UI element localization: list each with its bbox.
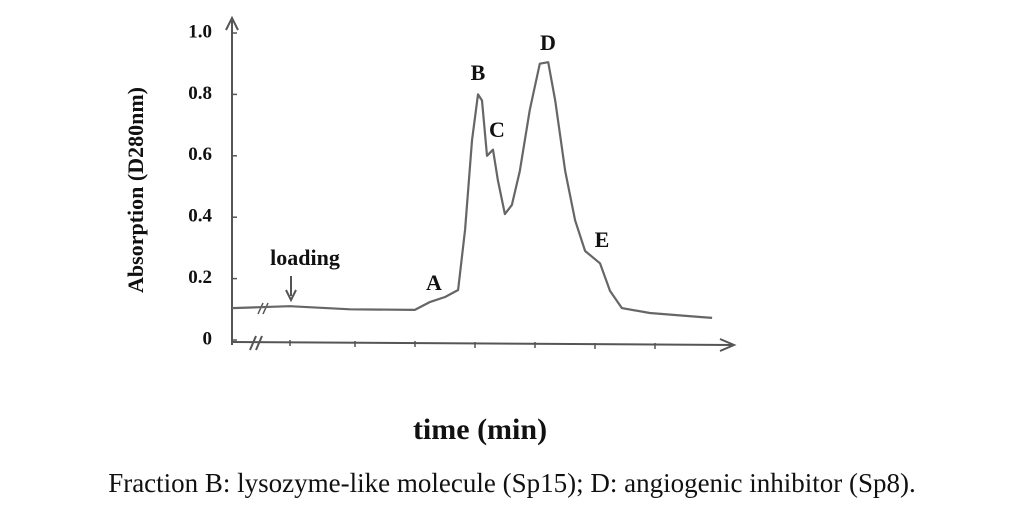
y-axis-arrow: [225, 15, 239, 31]
annotation: D: [540, 30, 556, 55]
axis-break: [249, 335, 263, 351]
y-tick-label: 0.2: [188, 267, 212, 288]
annotation: A: [426, 270, 442, 295]
annotation: loading: [270, 245, 340, 270]
annotation: B: [471, 60, 486, 85]
annotation: C: [489, 117, 505, 142]
x-axis: [231, 341, 733, 346]
y-axis-label: Absorption (D280nm): [123, 87, 148, 293]
data-line: [231, 61, 713, 319]
x-axis-arrow: [719, 338, 737, 352]
y-tick-label: 0: [203, 328, 213, 349]
caption: Fraction B: lysozyme-like molecule (Sp15…: [108, 468, 916, 498]
y-tick-label: 0.8: [188, 83, 212, 104]
y-tick-label: 0.4: [188, 206, 212, 227]
y-tick-label: 1.0: [188, 21, 212, 42]
axes: [225, 15, 737, 352]
x-axis-label: time (min): [413, 413, 547, 446]
y-tick-label: 0.6: [188, 144, 212, 165]
loading-arrowhead: [285, 289, 297, 303]
curve-break: [257, 302, 269, 315]
x-tick-marks: [289, 340, 656, 349]
annotation: E: [595, 227, 610, 252]
